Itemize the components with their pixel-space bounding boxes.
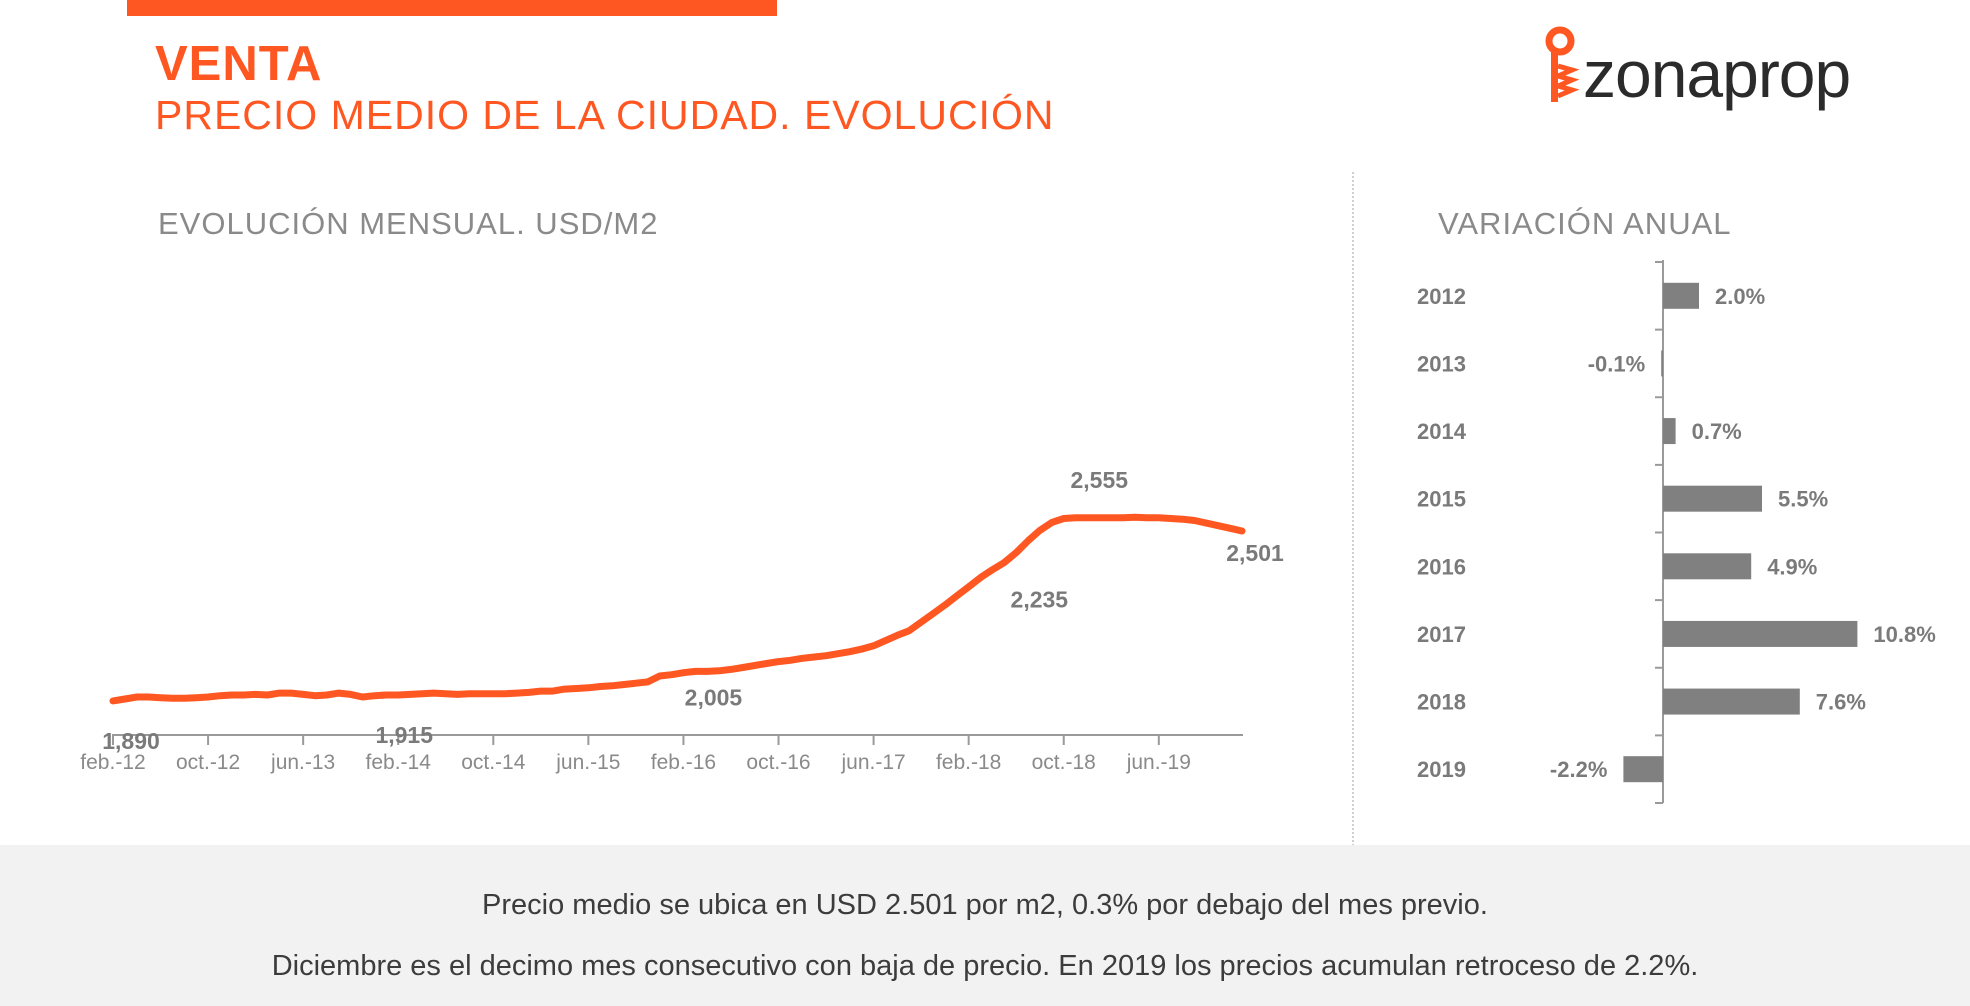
- data-label: 2,235: [1011, 586, 1069, 612]
- footer-line-2: Diciembre es el decimo mes consecutivo c…: [271, 950, 1699, 982]
- x-tick-label: feb.-14: [366, 751, 432, 774]
- data-label: 2,555: [1070, 467, 1128, 493]
- bar: [1663, 485, 1762, 512]
- x-tick-label: oct.-18: [1032, 751, 1096, 774]
- value-label: 5.5%: [1778, 487, 1828, 512]
- category-label: 2016: [1417, 554, 1466, 579]
- line-chart-title: EVOLUCIÓN MENSUAL. USD/M2: [158, 206, 659, 241]
- panel-divider: [1352, 172, 1354, 850]
- zonaprop-logo: zonaprop: [1540, 26, 1920, 116]
- x-tick-label: jun.-19: [1126, 751, 1191, 774]
- bar: [1661, 350, 1663, 377]
- line-chart: feb.-12 oct.-12 jun.-13 feb.-14 oct.-14 jun.-…: [80, 467, 1284, 774]
- x-tick-label: jun.-15: [555, 751, 620, 774]
- bar: [1663, 620, 1858, 647]
- key-icon: [1545, 26, 1580, 102]
- category-label: 2013: [1417, 351, 1466, 376]
- bar: [1623, 756, 1663, 783]
- value-label: 4.9%: [1767, 554, 1817, 579]
- value-label: 10.8%: [1873, 622, 1935, 647]
- page-subtitle: PRECIO MEDIO DE LA CIUDAD. EVOLUCIÓN: [155, 92, 1055, 138]
- top-accent-bar: [127, 0, 777, 16]
- x-tick-label: feb.-12: [80, 751, 145, 774]
- value-label: 7.6%: [1816, 690, 1866, 715]
- x-tick-label: feb.-16: [651, 751, 716, 774]
- bar-chart: 2012 2.0% 2013 -0.1% 2014 0.7% 2015 5.5% 2016 4.9…: [1417, 260, 1936, 804]
- category-label: 2014: [1417, 419, 1467, 444]
- value-label: 2.0%: [1715, 284, 1765, 309]
- data-label: 1,915: [375, 722, 433, 748]
- value-label: 0.7%: [1692, 419, 1742, 444]
- category-label: 2018: [1417, 690, 1466, 715]
- bar: [1663, 688, 1800, 715]
- category-label: 2012: [1417, 284, 1466, 309]
- category-label: 2015: [1417, 487, 1466, 512]
- bar: [1663, 282, 1699, 309]
- price-series-line: [109, 513, 1246, 705]
- x-tick-label: oct.-12: [176, 751, 240, 774]
- x-tick-label: jun.-17: [840, 751, 905, 774]
- page-title: VENTA: [155, 37, 323, 91]
- value-label: -2.2%: [1550, 757, 1607, 782]
- x-tick-label: oct.-16: [746, 751, 810, 774]
- data-label: 2,005: [685, 685, 743, 711]
- footer-panel: Precio medio se ubica en USD 2.501 por m…: [0, 845, 1970, 1006]
- data-label: 1,890: [102, 728, 160, 754]
- category-label: 2017: [1417, 622, 1466, 647]
- data-label: 2,501: [1226, 540, 1284, 566]
- category-label: 2019: [1417, 757, 1466, 782]
- bar: [1663, 418, 1676, 445]
- footer-line-1: Precio medio se ubica en USD 2.501 por m…: [482, 889, 1488, 921]
- x-tick-label: jun.-13: [270, 751, 335, 774]
- x-tick-label: feb.-18: [936, 751, 1001, 774]
- bar-chart-title: VARIACIÓN ANUAL: [1438, 206, 1732, 241]
- value-label: -0.1%: [1588, 351, 1645, 376]
- logo-wordmark: zonaprop: [1583, 37, 1851, 111]
- bar: [1663, 553, 1752, 580]
- x-tick-label: oct.-14: [461, 751, 526, 774]
